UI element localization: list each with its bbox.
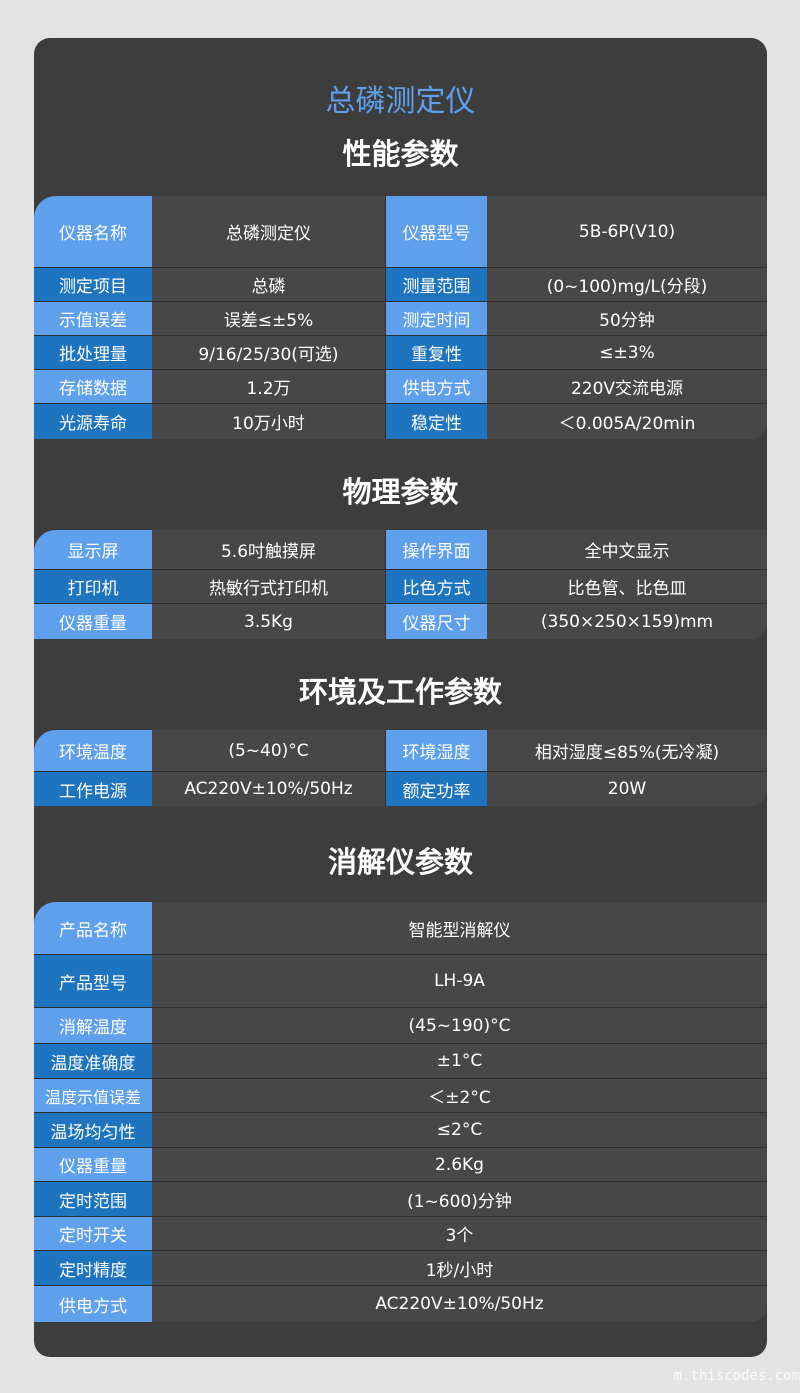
param-label: 稳定性 bbox=[386, 404, 487, 439]
param-label: 产品型号 bbox=[34, 955, 152, 1007]
param-label: 温度示值误差 bbox=[34, 1079, 152, 1112]
param-label: 消解温度 bbox=[34, 1008, 152, 1043]
param-value: 总磷 bbox=[152, 268, 386, 301]
param-value: 相对湿度≤85%(无冷凝) bbox=[534, 743, 720, 763]
param-value: ≤±3% bbox=[599, 342, 655, 363]
param-label: 仪器名称 bbox=[34, 196, 152, 267]
table-row: 温场均匀性 ≤2°C bbox=[34, 1113, 767, 1148]
param-value: (0~100)mg/L(分段) bbox=[546, 277, 708, 297]
param-value: 误差≤±5% bbox=[152, 302, 386, 335]
param-label: 温场均匀性 bbox=[34, 1113, 152, 1147]
table-row: 定时范围 (1~600)分钟 bbox=[34, 1182, 767, 1217]
table-row: 温度准确度 ±1°C bbox=[34, 1044, 767, 1079]
param-value: 10万小时 bbox=[152, 404, 386, 439]
param-value: 9/16/25/30(可选) bbox=[152, 336, 386, 369]
param-label: 环境温度 bbox=[34, 730, 152, 771]
environment-table: 环境温度 (5~40)°C 环境湿度 相对湿度≤85%(无冷凝) 工作电源 AC220V±… bbox=[34, 730, 767, 806]
param-value: 3.5Kg bbox=[152, 604, 386, 639]
table-row: 打印机 热敏行式打印机 比色方式 比色管、比色皿 bbox=[34, 570, 767, 604]
param-value: 1秒/小时 bbox=[425, 1260, 494, 1281]
param-label: 测定项目 bbox=[34, 268, 152, 301]
param-label: 测定时间 bbox=[386, 302, 487, 335]
spec-card: 总磷测定仪 性能参数 仪器名称 总磷测定仪 仪器型号 5B-6P(V10) 测定项目 总磷… bbox=[34, 38, 767, 1357]
param-value: ＜0.005A/20min bbox=[558, 414, 696, 434]
param-value: (1~600)分钟 bbox=[407, 1191, 512, 1212]
section-heading-performance: 性能参数 bbox=[342, 137, 459, 171]
param-value: 全中文显示 bbox=[584, 542, 670, 562]
param-label: 批处理量 bbox=[34, 336, 152, 369]
table-row: 产品名称 智能型消解仪 bbox=[34, 902, 767, 955]
param-label: 工作电源 bbox=[34, 772, 152, 806]
table-row: 定时精度 1秒/小时 bbox=[34, 1251, 767, 1286]
param-label: 操作界面 bbox=[386, 530, 487, 569]
param-value: 2.6Kg bbox=[435, 1154, 484, 1175]
param-label: 示值误差 bbox=[34, 302, 152, 335]
table-row: 仪器重量 2.6Kg bbox=[34, 1148, 767, 1182]
table-row: 显示屏 5.6吋触摸屏 操作界面 全中文显示 bbox=[34, 530, 767, 570]
table-row: 产品型号 LH-9A bbox=[34, 955, 767, 1008]
param-label: 测量范围 bbox=[386, 268, 487, 301]
param-value: 220V交流电源 bbox=[570, 379, 684, 399]
param-label: 仪器型号 bbox=[386, 196, 487, 267]
param-value: LH-9A bbox=[434, 971, 485, 991]
param-value: 1.2万 bbox=[152, 370, 386, 403]
table-row: 光源寿命 10万小时 稳定性 ＜0.005A/20min bbox=[34, 404, 767, 439]
table-row: 消解温度 (45~190)°C bbox=[34, 1008, 767, 1044]
param-value: (45~190)°C bbox=[408, 1015, 511, 1036]
param-value: 热敏行式打印机 bbox=[152, 570, 386, 603]
param-label: 额定功率 bbox=[386, 772, 487, 806]
param-value: ±1°C bbox=[436, 1051, 483, 1071]
param-label: 定时精度 bbox=[34, 1251, 152, 1285]
table-row: 测定项目 总磷 测量范围 (0~100)mg/L(分段) bbox=[34, 268, 767, 302]
param-label: 仪器尺寸 bbox=[386, 604, 487, 639]
table-row: 工作电源 AC220V±10%/50Hz 额定功率 20W bbox=[34, 772, 767, 806]
param-label: 打印机 bbox=[34, 570, 152, 603]
section-heading-digester: 消解仪参数 bbox=[327, 845, 473, 879]
digester-table: 产品名称 智能型消解仪产品型号 LH-9A 消解温度 (45~190)°C 温度准确度 ±1… bbox=[34, 902, 767, 1322]
param-label: 仪器重量 bbox=[34, 1148, 152, 1181]
param-value: 20W bbox=[607, 779, 647, 799]
table-row: 定时开关 3个 bbox=[34, 1217, 767, 1251]
param-label: 仪器重量 bbox=[34, 604, 152, 639]
param-label: 存储数据 bbox=[34, 370, 152, 403]
table-row: 环境温度 (5~40)°C 环境湿度 相对湿度≤85%(无冷凝) bbox=[34, 730, 767, 772]
param-value: (350×250×159)mm bbox=[540, 611, 714, 632]
table-row: 温度示值误差 ＜±2°C bbox=[34, 1079, 767, 1113]
param-label: 供电方式 bbox=[34, 1286, 152, 1322]
param-label: 光源寿命 bbox=[34, 404, 152, 439]
section-heading-physical: 物理参数 bbox=[342, 475, 459, 509]
table-row: 存储数据 1.2万 供电方式 220V交流电源 bbox=[34, 370, 767, 404]
param-label: 重复性 bbox=[386, 336, 487, 369]
param-value: 5.6吋触摸屏 bbox=[152, 530, 386, 569]
param-value: 总磷测定仪 bbox=[152, 196, 386, 267]
table-row: 批处理量 9/16/25/30(可选) 重复性 ≤±3% bbox=[34, 336, 767, 370]
section-heading-environment: 环境及工作参数 bbox=[298, 675, 502, 709]
param-value: 比色管、比色皿 bbox=[567, 579, 687, 599]
param-value: 3个 bbox=[445, 1226, 474, 1246]
param-label: 产品名称 bbox=[34, 902, 152, 954]
table-row: 仪器名称 总磷测定仪 仪器型号 5B-6P(V10) bbox=[34, 196, 767, 268]
param-value: ≤2°C bbox=[436, 1120, 483, 1140]
table-row: 仪器重量 3.5Kg 仪器尺寸 (350×250×159)mm bbox=[34, 604, 767, 639]
param-label: 环境湿度 bbox=[386, 730, 487, 771]
physical-table: 显示屏 5.6吋触摸屏 操作界面 全中文显示打印机 热敏行式打印机 比色方式 比色管、比色皿… bbox=[34, 530, 767, 639]
param-value: ＜±2°C bbox=[428, 1088, 491, 1108]
param-label: 定时开关 bbox=[34, 1217, 152, 1250]
param-value: 智能型消解仪 bbox=[408, 920, 511, 941]
param-label: 显示屏 bbox=[34, 530, 152, 569]
param-label: 定时范围 bbox=[34, 1182, 152, 1216]
performance-table: 仪器名称 总磷测定仪 仪器型号 5B-6P(V10) 测定项目 总磷 测量范围 (0~100)… bbox=[34, 196, 767, 439]
param-label: 温度准确度 bbox=[34, 1044, 152, 1078]
table-row: 示值误差 误差≤±5% 测定时间 50分钟 bbox=[34, 302, 767, 336]
param-value: AC220V±10%/50Hz bbox=[375, 1294, 544, 1314]
param-value: 5B-6P(V10) bbox=[578, 221, 676, 242]
table-row: 供电方式 AC220V±10%/50Hz bbox=[34, 1286, 767, 1322]
param-label: 比色方式 bbox=[386, 570, 487, 603]
param-value: 50分钟 bbox=[599, 311, 655, 331]
watermark: m.thiscodes.com bbox=[673, 1368, 800, 1384]
param-value: (5~40)°C bbox=[152, 730, 386, 771]
param-value: AC220V±10%/50Hz bbox=[152, 772, 386, 806]
product-title: 总磷测定仪 bbox=[325, 84, 476, 119]
param-label: 供电方式 bbox=[386, 370, 487, 403]
